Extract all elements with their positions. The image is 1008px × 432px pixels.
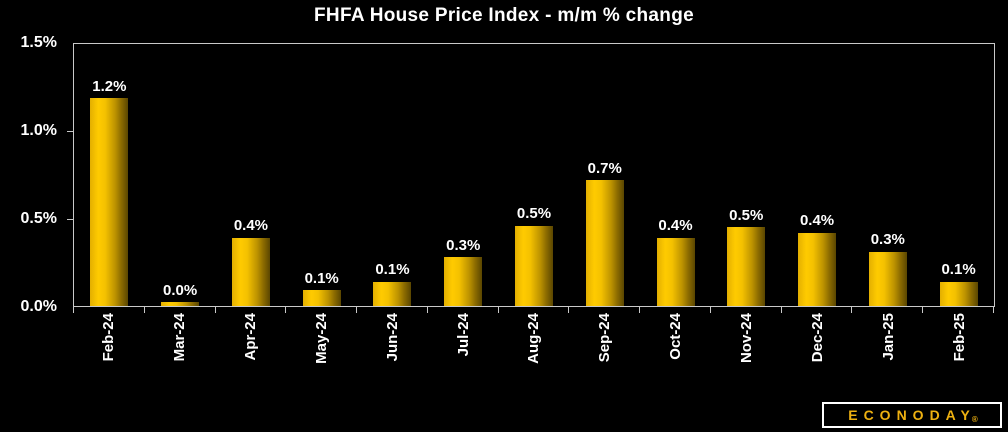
bar-value-label: 0.3% [870, 231, 905, 249]
x-axis-label: Feb-24 [99, 313, 117, 362]
x-label-cell: Mar-24 [144, 313, 215, 397]
econoday-logo: ECONODAY ® [822, 402, 1002, 428]
bar [514, 225, 553, 306]
bar-slot: 0.5% [499, 44, 570, 306]
y-axis-label: 1.5% [20, 34, 57, 51]
bar-slot: 1.2% [74, 44, 145, 306]
x-axis-label: Jan-25 [880, 313, 898, 361]
bar [656, 237, 695, 306]
x-label-cell: May-24 [286, 313, 357, 397]
x-axis-tick [639, 306, 641, 313]
bar-value-label: 0.5% [516, 205, 552, 223]
bars-row: 1.2% 0.0% 0.4% 0.1% 0.1% 0.3% 0.5% 0.7% 0.4% 0.5%… [74, 44, 994, 306]
x-axis-label: Jul-24 [454, 313, 472, 357]
x-axis-tick [568, 306, 570, 313]
bar-value-label: 0.0% [163, 281, 198, 299]
bar-slot: 0.5% [711, 44, 782, 306]
x-axis-tick [922, 306, 924, 313]
bar-slot: 0.0% [145, 44, 216, 306]
y-axis-labels: 1.5% 1.0% 0.5% 0.0% [0, 34, 57, 315]
bar-value-label: 0.5% [729, 206, 764, 224]
bar [585, 180, 624, 306]
y-axis-tick [67, 131, 73, 133]
registered-trademark-icon: ® [971, 414, 978, 424]
bar-value-label: 0.1% [941, 261, 976, 279]
x-axis-tick [851, 306, 853, 313]
bar [939, 281, 978, 306]
bar-slot: 0.1% [357, 44, 428, 306]
x-label-cell: Sep-24 [569, 313, 640, 397]
bar [302, 290, 341, 306]
bar-value-label: 0.1% [375, 261, 410, 279]
bar-slot: 0.3% [852, 44, 923, 306]
x-axis-label: Sep-24 [596, 313, 614, 363]
y-axis-label: 0.0% [20, 298, 57, 315]
x-axis-label: Mar-24 [170, 313, 188, 362]
x-axis-tick [73, 306, 74, 313]
bar [727, 227, 766, 306]
bar [161, 302, 200, 306]
plot-area: 1.2% 0.0% 0.4% 0.1% 0.1% 0.3% 0.5% 0.7% 0.4% 0.5%… [67, 43, 995, 313]
x-axis-tick [497, 306, 499, 313]
econoday-logo-text: ECONODAY [848, 407, 976, 423]
y-axis-label: 1.0% [20, 122, 57, 139]
bar-value-label: 0.4% [658, 217, 693, 235]
x-label-cell: Aug-24 [499, 313, 570, 397]
bar-value-label: 1.2% [92, 77, 127, 95]
bar [798, 232, 837, 306]
x-axis-label: Oct-24 [667, 313, 685, 360]
bar-value-label: 0.4% [233, 217, 269, 235]
bar-slot: 0.4% [640, 44, 711, 306]
chart-title: FHFA House Price Index - m/m % change [314, 5, 694, 26]
x-axis-label: Jun-24 [383, 313, 401, 362]
bar [373, 281, 412, 306]
x-axis-label: Apr-24 [241, 313, 259, 361]
bar-slot: 0.4% [216, 44, 287, 306]
bar [90, 98, 129, 306]
bar [444, 257, 483, 306]
bar-slot: 0.7% [569, 44, 640, 306]
x-axis-tick [709, 306, 711, 313]
x-axis-tick [356, 306, 358, 313]
x-axis-tick [780, 306, 782, 313]
bar [231, 237, 270, 306]
x-label-cell: Jan-25 [853, 313, 924, 397]
x-label-cell: Jun-24 [357, 313, 428, 397]
bar-value-label: 0.1% [304, 269, 339, 287]
x-axis-tick [285, 306, 287, 313]
x-axis-label: Feb-25 [951, 313, 969, 362]
x-label-cell: Apr-24 [215, 313, 286, 397]
x-axis-label: May-24 [312, 313, 330, 364]
x-label-cell: Dec-24 [782, 313, 853, 397]
bar-value-label: 0.4% [799, 212, 835, 230]
x-axis-tick [993, 306, 994, 313]
x-axis-label: Nov-24 [738, 313, 756, 364]
x-label-cell: Oct-24 [640, 313, 711, 397]
x-axis-tick [214, 306, 216, 313]
x-axis-label: Aug-24 [525, 313, 543, 364]
bar-value-label: 0.7% [587, 159, 622, 177]
bar-slot: 0.3% [428, 44, 499, 306]
x-axis-label: Dec-24 [809, 313, 827, 363]
x-axis-labels: Feb-24 Mar-24 Apr-24 May-24 Jun-24 Jul-24 Aug-… [73, 313, 995, 397]
x-label-cell: Feb-24 [73, 313, 144, 397]
x-label-cell: Feb-25 [924, 313, 995, 397]
bar-value-label: 0.3% [446, 236, 481, 254]
y-axis-label: 0.5% [20, 210, 57, 227]
bar-slot: 0.4% [782, 44, 853, 306]
x-axis-tick [426, 306, 428, 313]
bar [868, 251, 907, 306]
x-label-cell: Jul-24 [428, 313, 499, 397]
bar-slot: 0.1% [923, 44, 994, 306]
bar-slot: 0.1% [286, 44, 357, 306]
y-axis-tick [67, 218, 73, 220]
x-axis-tick [143, 306, 145, 313]
x-label-cell: Nov-24 [711, 313, 782, 397]
